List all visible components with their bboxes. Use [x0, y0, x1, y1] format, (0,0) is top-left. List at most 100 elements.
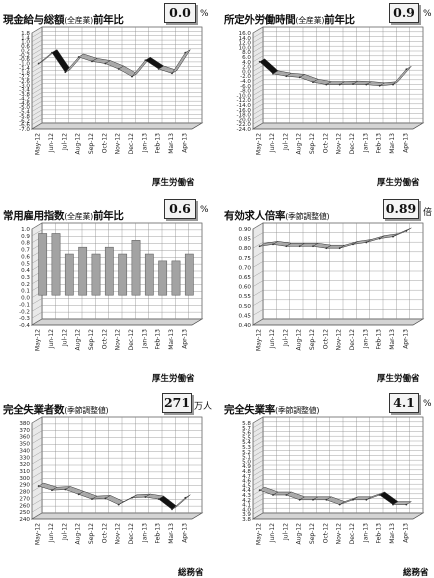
y-gridline-side	[31, 70, 43, 77]
y-tick-label: 0.80	[239, 246, 252, 252]
x-tick-label: Apr-13	[181, 133, 188, 153]
y-tick-label: 4.4	[242, 488, 251, 494]
y-gridline-side	[31, 92, 43, 99]
data-point	[405, 68, 408, 71]
data-point	[51, 489, 53, 492]
x-tick-label: Sep-12	[309, 133, 316, 154]
y-gridline-side	[252, 79, 264, 86]
y-gridline-side	[252, 94, 264, 101]
y-tick-label: -5.0	[19, 105, 30, 111]
y-tick-label: 0.70	[239, 265, 252, 271]
unit-label: 万人	[194, 402, 213, 412]
y-tick-label: 0.85	[239, 237, 252, 243]
y-gridline-side	[31, 229, 43, 237]
bar	[131, 240, 141, 296]
y-tick-label: 0.55	[239, 294, 252, 300]
y-gridline-side	[31, 305, 43, 312]
y-gridline-side	[252, 474, 264, 481]
y-tick-label: 0.40	[239, 323, 252, 329]
y-tick-label: -5.8	[19, 114, 30, 120]
x-tick-label: May-12	[35, 133, 42, 155]
y-gridline-side	[252, 55, 264, 62]
y-tick-label: -10.0	[237, 93, 252, 99]
data-point	[352, 243, 354, 246]
y-gridline-side	[31, 53, 43, 60]
y-gridline-side	[252, 26, 264, 34]
latest-value-box: 4.1	[389, 393, 419, 413]
y-gridline-side	[31, 505, 43, 513]
y-gridline-side	[31, 444, 43, 451]
y-gridline-side	[252, 46, 264, 53]
data-point	[272, 72, 274, 75]
latest-value-box: 271	[162, 393, 192, 413]
y-gridline-side	[31, 478, 43, 485]
latest-value-box: 0.0	[164, 3, 196, 23]
line-chart: 5.85.75.65.55.45.35.25.15.04.94.84.74.64…	[242, 416, 425, 545]
data-point	[298, 245, 301, 248]
x-tick-label: Nov-12	[336, 523, 343, 545]
y-tick-label: 1.4	[21, 35, 30, 41]
x-tick-label: Dec-12	[349, 329, 356, 351]
bar	[118, 253, 128, 296]
y-gridline-side	[252, 440, 264, 448]
x-tick-label: Aug-12	[75, 133, 82, 155]
x-tick-label: Nov-12	[115, 133, 122, 155]
y-tick-label: 5.5	[242, 435, 251, 441]
data-point	[365, 241, 368, 244]
x-tick-label: Jul-12	[61, 523, 68, 541]
panel-job-ratio: 有効求人倍率(季節調整値) 0.89 倍 0.90 0.85 0.80 0.75 0.7…	[223, 196, 432, 384]
y-gridline-side	[31, 87, 43, 95]
y-gridline-side	[252, 122, 264, 130]
y-gridline-side	[31, 26, 43, 34]
data-point	[312, 81, 314, 84]
y-gridline-side	[252, 450, 264, 457]
y-tick-label: 4.7	[242, 474, 251, 480]
y-gridline-side	[31, 430, 43, 437]
panel-title: 完全失業者数(季節調整値)	[3, 404, 109, 416]
y-tick-label: -2.6	[19, 79, 30, 85]
y-tick-label: 260	[19, 503, 30, 509]
y-gridline-side	[252, 65, 264, 72]
y-tick-label: -6.6	[19, 123, 30, 129]
y-tick-label: 16.0	[239, 31, 252, 37]
y-tick-label: -0.4	[19, 323, 30, 329]
y-gridline-side	[31, 222, 43, 230]
y-gridline-side	[31, 451, 43, 458]
y-tick-label: -4.0	[240, 79, 251, 85]
y-gridline-side	[252, 498, 264, 505]
data-point	[258, 60, 261, 63]
plot-floor	[251, 122, 425, 130]
y-gridline-side	[252, 299, 264, 306]
data-point	[325, 83, 328, 86]
y-gridline-side	[252, 431, 264, 438]
data-point	[392, 235, 394, 238]
y-tick-label: 0.45	[239, 313, 252, 319]
x-tick-label: Feb-13	[155, 329, 162, 350]
y-gridline-side	[252, 318, 264, 326]
data-point	[405, 503, 408, 506]
y-gridline-side	[252, 309, 264, 316]
y-gridline-side	[252, 280, 264, 287]
x-tick-label: Jul-12	[282, 133, 289, 151]
x-tick-label: Jan-13	[141, 133, 148, 153]
data-point	[365, 498, 368, 501]
data-point	[352, 498, 354, 501]
x-tick-label: Feb-13	[155, 523, 162, 544]
x-tick-label: Mar-13	[389, 329, 396, 350]
data-point	[104, 497, 107, 500]
data-point	[77, 56, 80, 58]
x-tick-label: Sep-12	[309, 523, 316, 544]
source-label: 厚生労働省	[377, 374, 420, 384]
y-tick-label: -24.0	[237, 127, 252, 133]
y-tick-label: 360	[19, 435, 30, 441]
y-tick-label: -6.2	[19, 118, 30, 124]
y-tick-label: 240	[19, 517, 30, 523]
x-tick-label: Nov-12	[115, 523, 122, 545]
x-tick-label: Jul-12	[282, 329, 289, 347]
y-tick-label: 2.0	[242, 65, 251, 71]
y-gridline-side	[31, 109, 43, 117]
y-tick-label: -6.0	[240, 84, 251, 90]
plot-floor	[251, 512, 425, 520]
data-point	[352, 83, 354, 86]
x-tick-label: Dec-12	[128, 133, 135, 155]
